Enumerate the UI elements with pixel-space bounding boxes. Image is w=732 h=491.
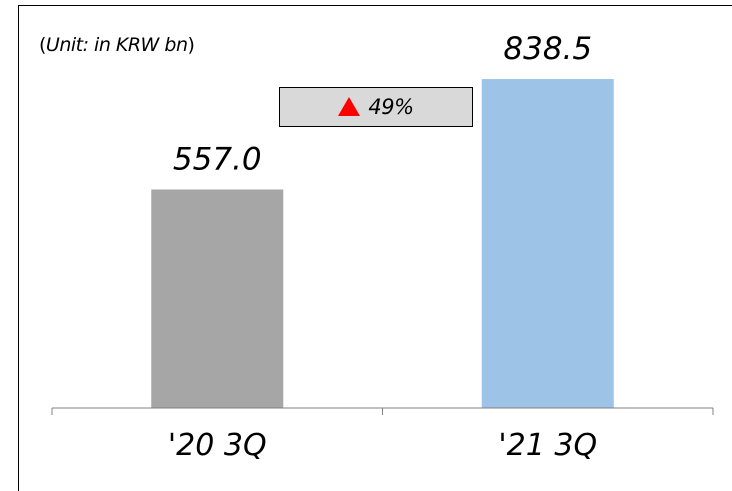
unit-label-text: Unit: in KRW bn xyxy=(45,34,188,56)
category-label-2: '21 3Q xyxy=(498,428,597,463)
chart-frame xyxy=(18,5,732,491)
data-label-2: 838.5 xyxy=(503,31,592,67)
growth-rate: 49% xyxy=(368,95,414,119)
unit-label: (Unit: in KRW bn) xyxy=(39,34,195,56)
category-label-1: '20 3Q xyxy=(168,428,267,463)
data-label-1: 557.0 xyxy=(173,141,262,177)
growth-callout: 49% xyxy=(279,87,473,127)
bar-2 xyxy=(481,79,614,409)
bar-1 xyxy=(151,189,284,408)
up-triangle-icon xyxy=(338,96,361,116)
